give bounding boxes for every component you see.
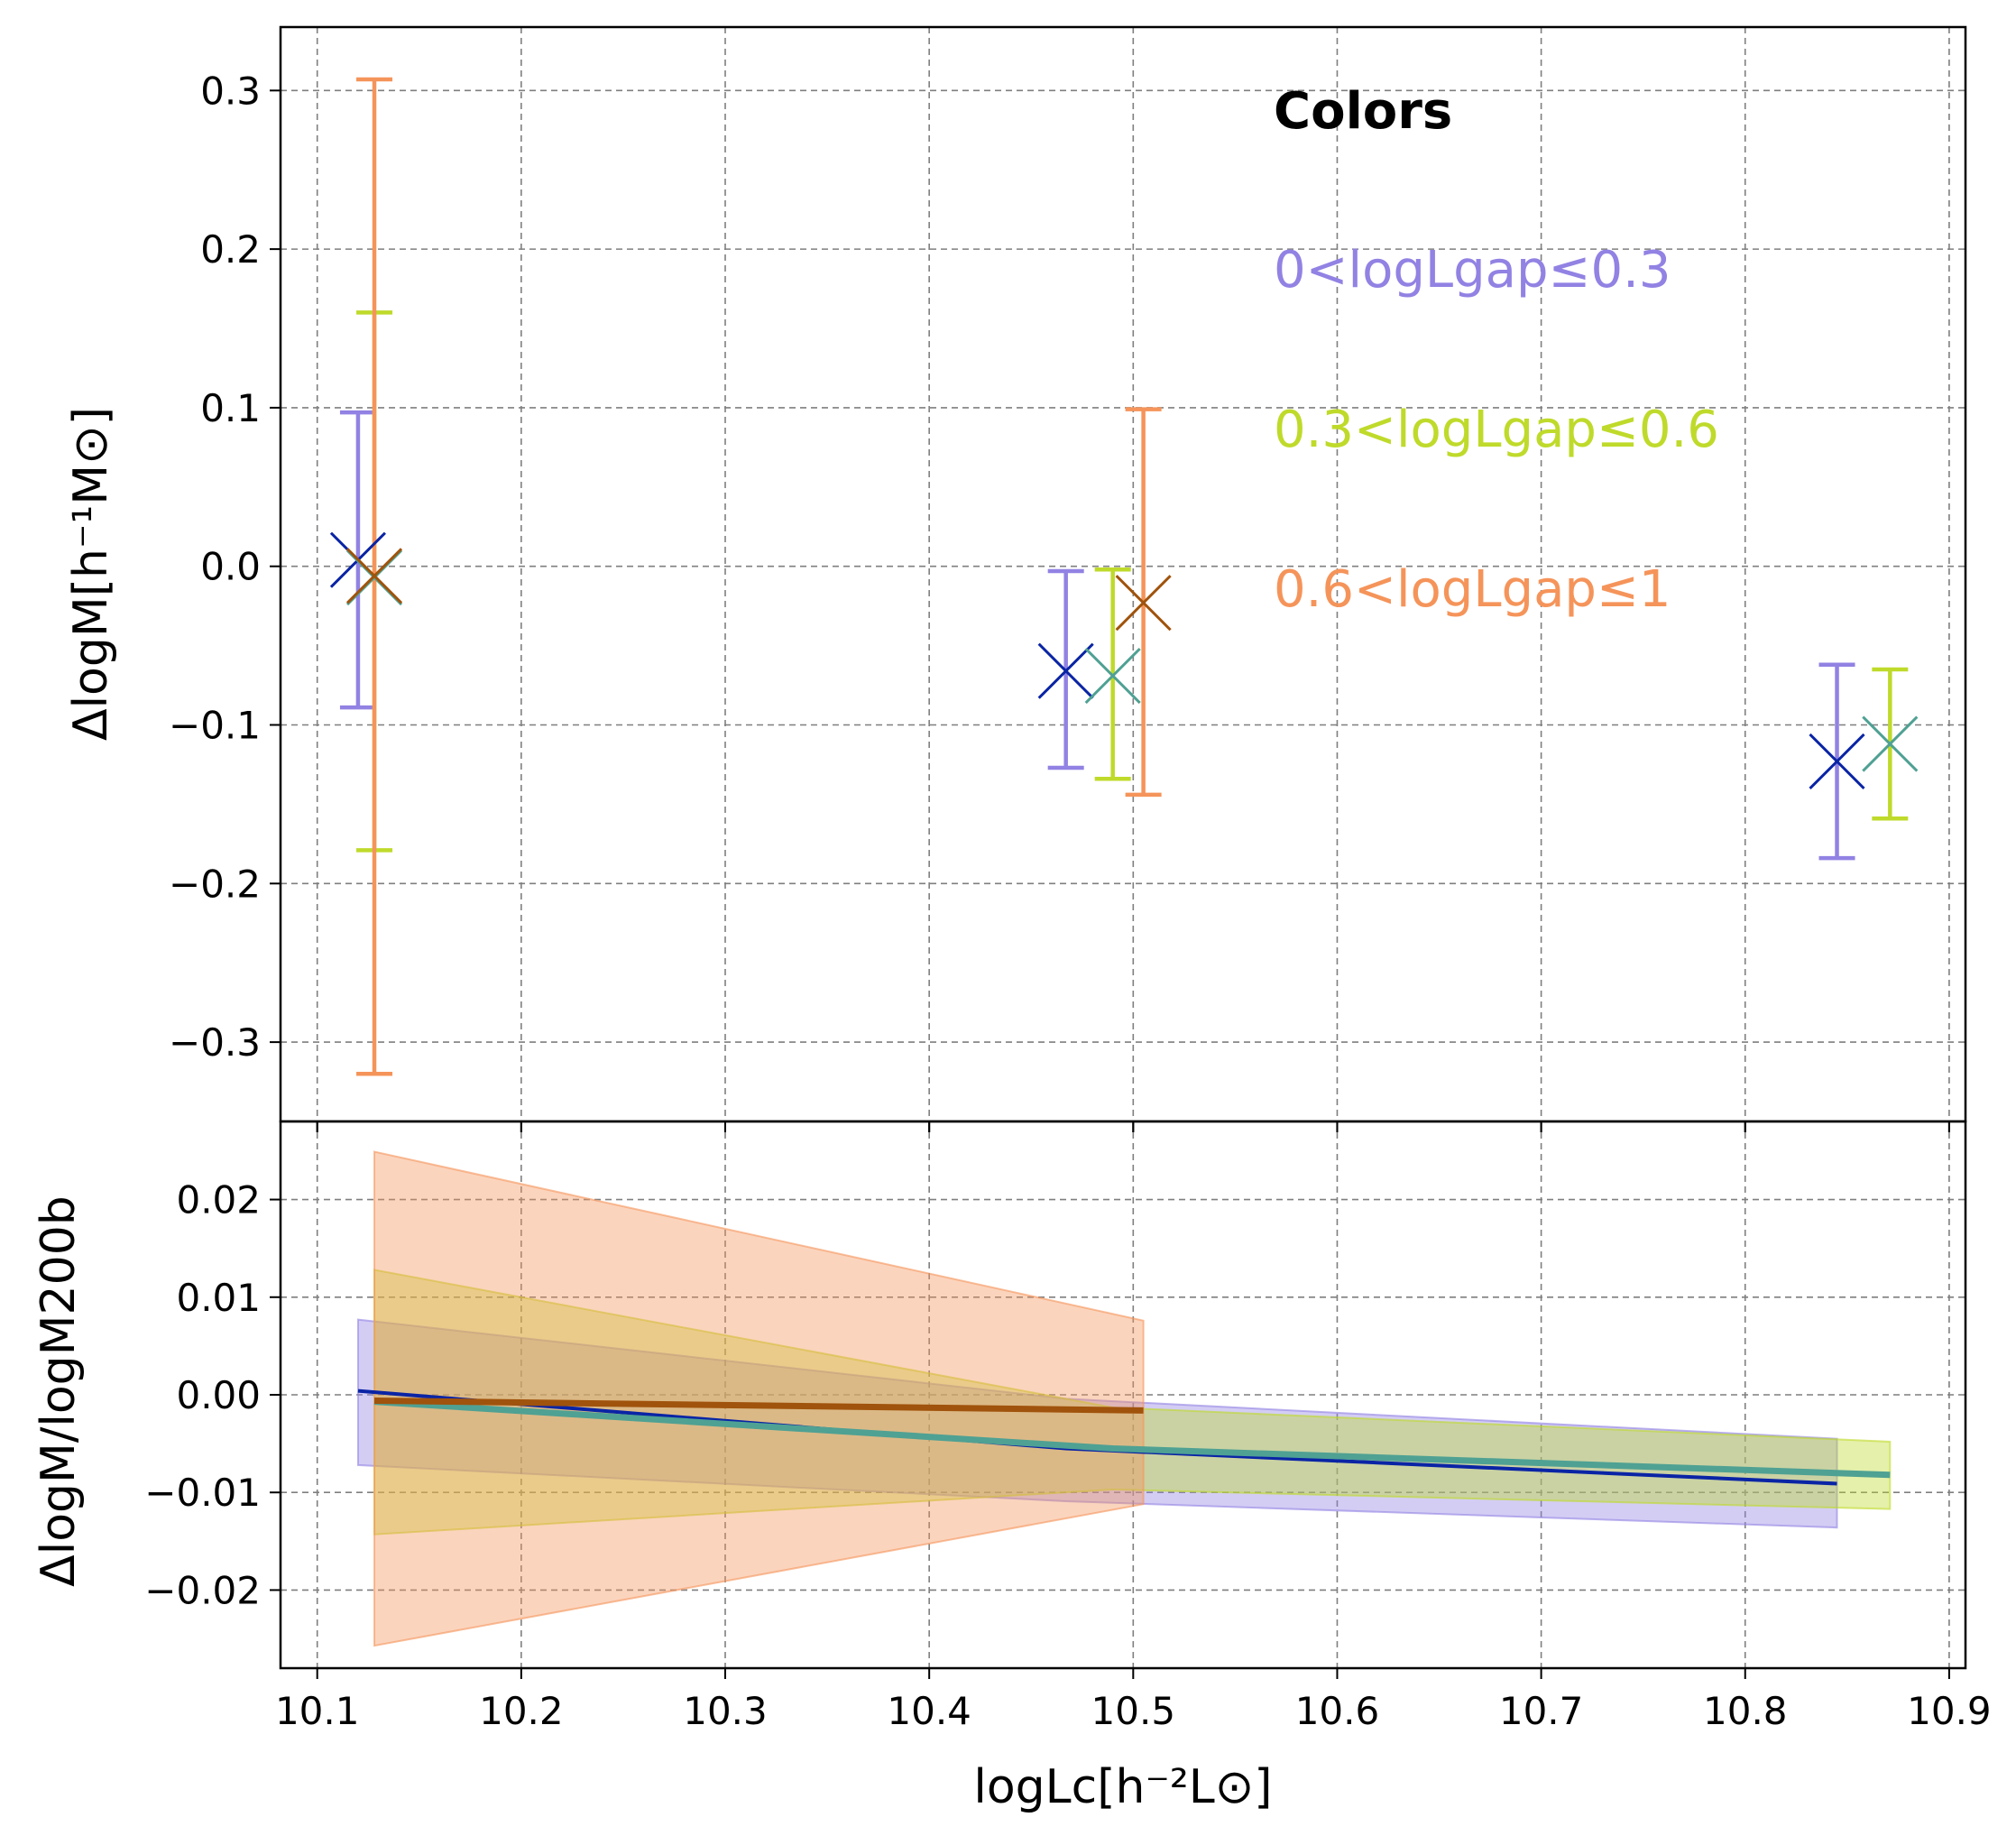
x-marker: [1037, 642, 1094, 699]
x-tick-label: 10.3: [683, 1689, 768, 1733]
bottom-y-tick-label: 0.01: [176, 1276, 261, 1320]
top-y-tick-label: −0.1: [169, 704, 261, 748]
x-tick-label: 10.7: [1499, 1689, 1584, 1733]
x-axis-label: logLc[h⁻²L⊙]: [973, 1760, 1272, 1814]
bottom-y-tick-label: 0.00: [176, 1373, 261, 1417]
x-tick-label: 10.9: [1907, 1689, 1992, 1733]
confidence-band: [373, 1150, 1145, 1647]
x-marker: [345, 548, 403, 604]
x-tick-label: 10.6: [1295, 1689, 1380, 1733]
legend-entry: 0<logLgap≤0.3: [1274, 241, 1671, 300]
x-marker: [1084, 647, 1141, 705]
top-y-tick-label: 0.3: [200, 69, 261, 113]
x-marker: [1809, 733, 1865, 790]
trend-line: [373, 1398, 1891, 1479]
x-tick-label: 10.8: [1703, 1689, 1788, 1733]
x-tick-label: 10.2: [479, 1689, 564, 1733]
x-marker: [1862, 715, 1919, 772]
bottom-y-tick-label: −0.01: [144, 1471, 261, 1515]
top-y-tick-label: −0.2: [169, 862, 261, 906]
bottom-y-tick-label: 0.02: [176, 1178, 261, 1222]
x-marker: [1115, 575, 1172, 632]
top-panel-frame: [279, 25, 1967, 1123]
trend-line: [373, 1397, 1144, 1414]
top-y-tick-label: 0.1: [200, 386, 261, 430]
legend-entry: 0.6<logLgap≤1: [1274, 560, 1671, 619]
x-tick-label: 10.5: [1091, 1689, 1176, 1733]
x-tick-label: 10.1: [275, 1689, 360, 1733]
bottom-y-tick-label: −0.02: [144, 1568, 261, 1612]
top-y-tick-label: 0.0: [200, 545, 261, 589]
top-y-tick-label: 0.2: [200, 227, 261, 272]
legend-title: Colors: [1274, 82, 1452, 141]
x-tick-label: 10.4: [887, 1689, 971, 1733]
top-y-axis-label: ΔlogM[h⁻¹M⊙]: [64, 407, 118, 741]
bottom-y-axis-label: ΔlogM/logM200b: [32, 1195, 86, 1587]
legend-entry: 0.3<logLgap≤0.6: [1274, 401, 1719, 459]
top-y-tick-label: −0.3: [169, 1020, 261, 1065]
